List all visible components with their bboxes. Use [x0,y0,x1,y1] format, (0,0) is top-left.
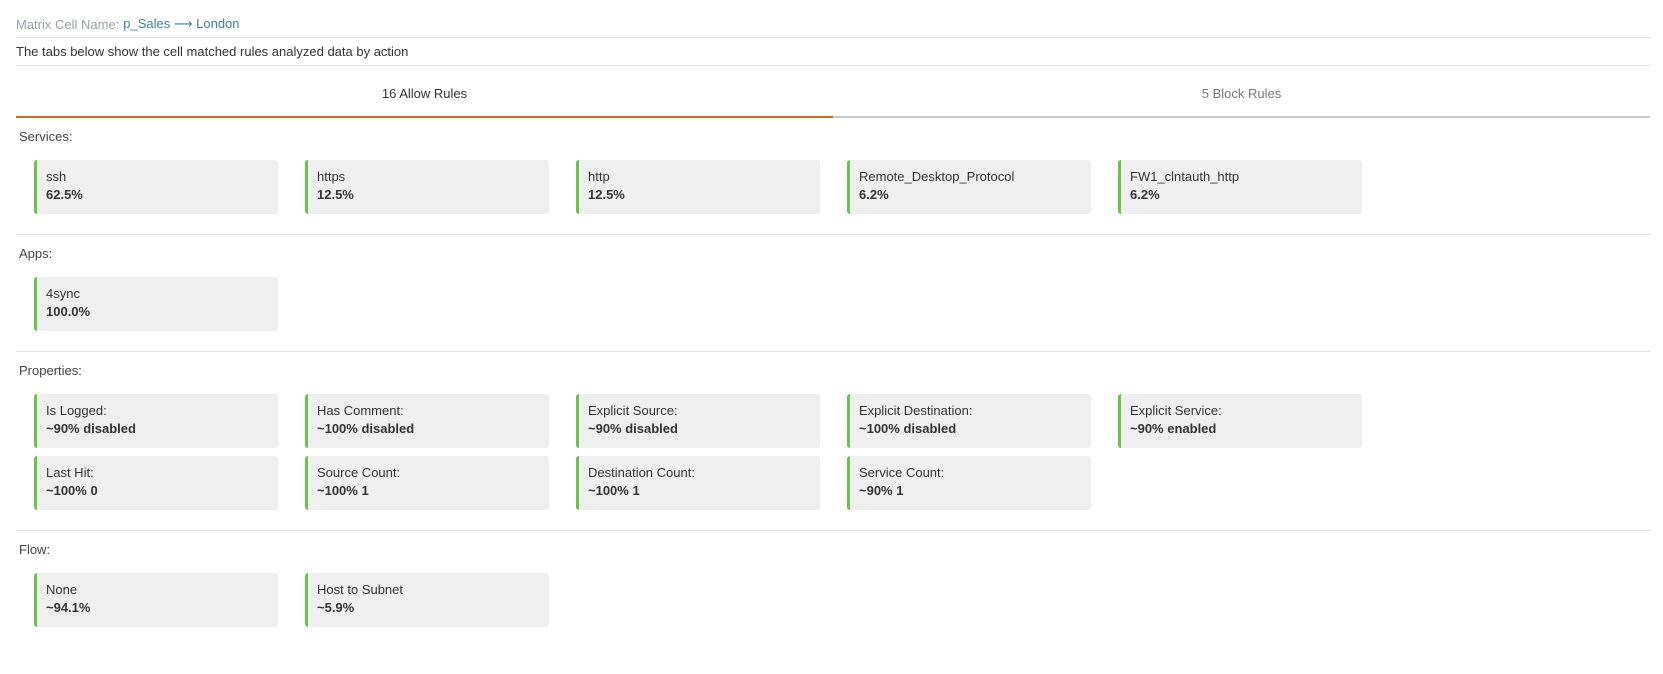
app-card: 4sync 100.0% [34,277,278,331]
card-name: 4sync [46,286,80,301]
card-name: Host to Subnet [317,582,403,597]
property-card: Destination Count: ~100% 1 [576,456,820,510]
service-card: https 12.5% [305,160,549,214]
card-value: ~100% disabled [859,421,957,436]
property-card: Has Comment: ~100% disabled [305,394,549,448]
card-name: https [317,169,346,184]
apps-cards: 4sync 100.0% [34,277,1650,331]
property-card: Explicit Service: ~90% enabled [1118,394,1362,448]
service-card: ssh 62.5% [34,160,278,214]
card-value: ~100% 1 [317,483,369,498]
card-value: ~100% 0 [46,483,98,498]
card-value: ~90% disabled [588,421,678,436]
properties-section: Properties: Is Logged: ~90% disabled Has… [16,352,1650,531]
property-card: Explicit Destination: ~100% disabled [847,394,1091,448]
tab-allow-rules[interactable]: 16 Allow Rules [16,66,833,118]
card-value: ~100% disabled [317,421,415,436]
tab-block-rules[interactable]: 5 Block Rules [833,66,1650,118]
services-title: Services: [19,129,73,144]
card-name: Explicit Source: [588,403,678,418]
matrix-cell-header: Matrix Cell Name: p_Sales ⟶ London [16,0,1650,38]
card-name: Is Logged: [46,403,107,418]
card-value: 100.0% [46,304,91,319]
card-value: 6.2% [1130,187,1160,202]
apps-section: Apps: 4sync 100.0% [16,235,1650,352]
service-card: Remote_Desktop_Protocol 6.2% [847,160,1091,214]
card-value: ~5.9% [317,600,355,615]
card-name: Explicit Destination: [859,403,973,418]
card-value: ~100% 1 [588,483,640,498]
properties-cards: Is Logged: ~90% disabled Has Comment: ~1… [34,394,1650,510]
properties-title: Properties: [19,363,82,378]
card-name: Has Comment: [317,403,404,418]
card-value: ~90% enabled [1130,421,1217,436]
card-value: 62.5% [46,187,83,202]
service-card: http 12.5% [576,160,820,214]
card-name: Service Count: [859,465,945,480]
card-value: 12.5% [588,187,625,202]
card-name: Destination Count: [588,465,695,480]
card-value: ~90% 1 [859,483,904,498]
matrix-cell-panel: Matrix Cell Name: p_Sales ⟶ London The t… [16,0,1650,647]
apps-title: Apps: [19,246,53,261]
card-name: http [588,169,610,184]
card-value: 12.5% [317,187,354,202]
service-card: FW1_clntauth_http 6.2% [1118,160,1362,214]
card-value: 6.2% [859,187,889,202]
property-card: Explicit Source: ~90% disabled [576,394,820,448]
action-tabs: 16 Allow Rules 5 Block Rules [16,66,1650,118]
services-section: Services: ssh 62.5% https 12.5% http 12.… [16,118,1650,235]
card-name: Last Hit: [46,465,94,480]
card-name: Remote_Desktop_Protocol [859,169,1015,184]
card-name: ssh [46,169,67,184]
card-value: ~94.1% [46,600,91,615]
property-card: Source Count: ~100% 1 [305,456,549,510]
flow-section: Flow: None ~94.1% Host to Subnet ~5.9% [16,531,1650,647]
description-text: The tabs below show the cell matched rul… [16,38,1650,66]
flow-card: Host to Subnet ~5.9% [305,573,549,627]
matrix-cell-label: Matrix Cell Name: [16,17,120,32]
flow-title: Flow: [19,542,51,557]
flow-card: None ~94.1% [34,573,278,627]
card-name: Explicit Service: [1130,403,1222,418]
card-name: None [46,582,78,597]
flow-cards: None ~94.1% Host to Subnet ~5.9% [34,573,1650,627]
card-value: ~90% disabled [46,421,136,436]
matrix-cell-value: p_Sales ⟶ London [123,16,240,31]
card-name: FW1_clntauth_http [1130,169,1240,184]
property-card: Service Count: ~90% 1 [847,456,1091,510]
services-cards: ssh 62.5% https 12.5% http 12.5% Remote_… [34,160,1650,214]
property-card: Last Hit: ~100% 0 [34,456,278,510]
property-card: Is Logged: ~90% disabled [34,394,278,448]
card-name: Source Count: [317,465,401,480]
